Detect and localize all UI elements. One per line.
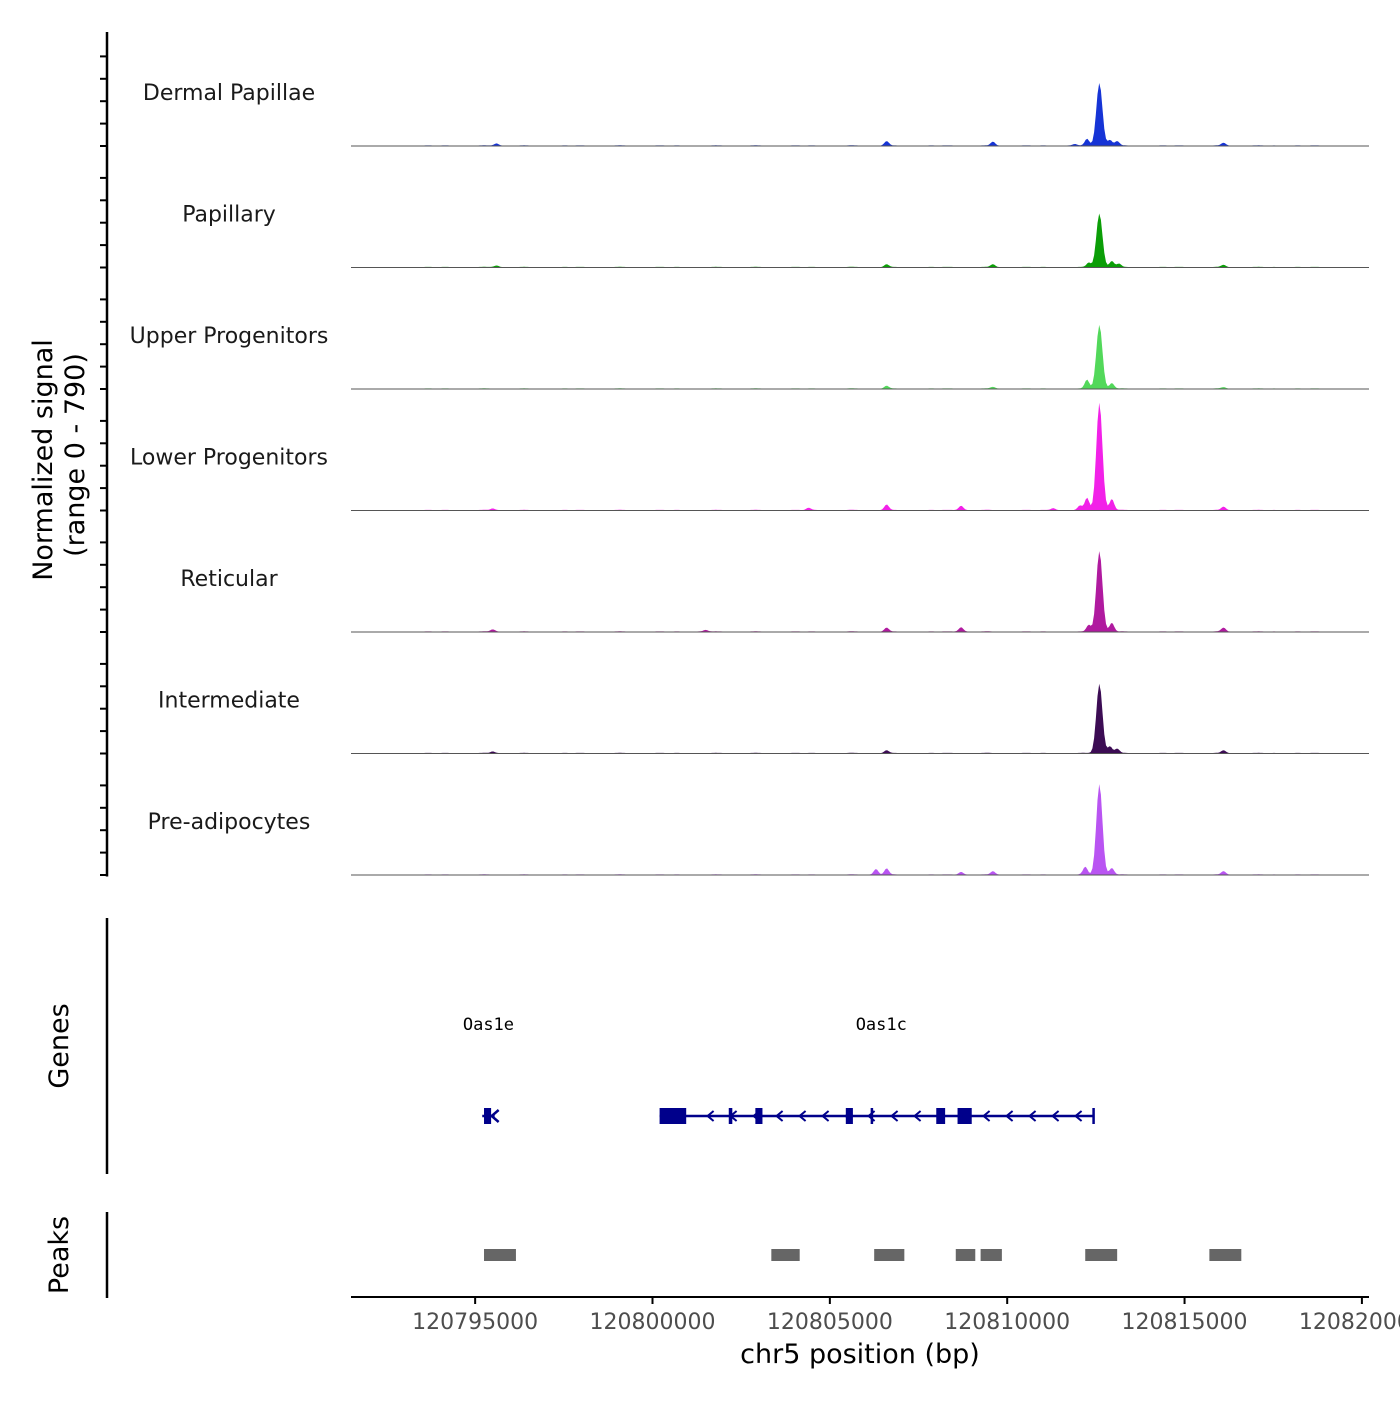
peaks-panel-label: Peaks xyxy=(44,1216,75,1294)
track-label: Papillary xyxy=(182,203,276,228)
strand-arrow xyxy=(706,1110,715,1122)
x-tick-label: 120800000 xyxy=(590,1310,716,1335)
gene-exon xyxy=(484,1108,492,1124)
strand-arrow xyxy=(729,1110,738,1122)
track-papillary: Papillary xyxy=(182,203,1369,268)
x-tick-label: 120820000 xyxy=(1299,1310,1400,1335)
strand-arrow xyxy=(936,1110,945,1122)
gene-exon xyxy=(845,1108,853,1124)
signal-y-axis xyxy=(100,32,109,877)
y-axis-title: Normalized signal xyxy=(28,339,59,581)
strand-arrow xyxy=(890,1110,899,1122)
x-axis-ticks: 120795000 120800000 120805000 120810000 1208… xyxy=(412,1297,1400,1335)
strand-arrow xyxy=(1074,1110,1083,1122)
strand-arrow xyxy=(844,1110,853,1122)
x-tick-label: 120810000 xyxy=(944,1310,1070,1335)
track-label: Pre-adipocytes xyxy=(148,810,311,835)
strand-arrow xyxy=(1005,1110,1014,1122)
track-lower-progenitors: Lower Progenitors xyxy=(130,402,1369,511)
x-tick-label: 120805000 xyxy=(767,1310,893,1335)
signal-area xyxy=(351,213,1369,268)
x-axis-title: chr5 position (bp) xyxy=(740,1339,980,1370)
gene-exon xyxy=(755,1108,763,1124)
track-dermal-papillae: Dermal Papillae xyxy=(143,81,1369,147)
strand-arrow xyxy=(1028,1110,1037,1122)
track-label: Dermal Papillae xyxy=(143,81,315,106)
peak-region xyxy=(955,1249,976,1261)
gene-exon xyxy=(1092,1108,1095,1124)
peak-region xyxy=(484,1249,516,1261)
gene-exon xyxy=(957,1108,972,1124)
gene-oas1c: Oas1c xyxy=(659,1015,1095,1124)
x-tick-label: 120815000 xyxy=(1122,1310,1248,1335)
gene-annotations: Oas1e Oas1c xyxy=(463,1015,1095,1124)
track-label: Reticular xyxy=(180,567,278,592)
signal-tracks: Dermal Papillae Papillary Upper Progenitor… xyxy=(130,81,1369,876)
strand-arrow xyxy=(867,1110,876,1122)
track-reticular: Reticular xyxy=(180,551,1369,633)
gene-name-label: Oas1e xyxy=(463,1015,514,1035)
peak-region xyxy=(1209,1249,1242,1261)
track-upper-progenitors: Upper Progenitors xyxy=(130,324,1369,390)
strand-arrow xyxy=(913,1110,922,1122)
strand-arrow xyxy=(775,1110,784,1122)
track-label: Upper Progenitors xyxy=(130,324,329,349)
gene-exon xyxy=(870,1108,874,1124)
gene-oas1e: Oas1e xyxy=(463,1015,514,1124)
x-tick-label: 120795000 xyxy=(412,1310,538,1335)
peak-regions xyxy=(484,1249,1242,1261)
peak-region xyxy=(874,1249,905,1261)
gene-exon xyxy=(659,1108,687,1124)
peak-region xyxy=(1085,1249,1118,1261)
strand-arrow xyxy=(959,1110,968,1122)
strand-arrow xyxy=(489,1109,500,1123)
strand-arrow xyxy=(752,1110,761,1122)
track-intermediate: Intermediate xyxy=(158,683,1369,754)
signal-area xyxy=(351,683,1369,754)
strand-arrow xyxy=(821,1110,830,1122)
strand-arrow xyxy=(982,1110,991,1122)
y-axis-range: (range 0 - 790) xyxy=(60,353,91,557)
peak-region xyxy=(771,1249,800,1261)
strand-arrow xyxy=(798,1110,807,1122)
track-label: Intermediate xyxy=(158,689,300,714)
signal-area xyxy=(351,784,1369,875)
signal-area xyxy=(351,324,1369,389)
track-label: Lower Progenitors xyxy=(130,446,328,471)
gene-exon xyxy=(936,1108,946,1124)
signal-area xyxy=(351,402,1369,511)
strand-arrow xyxy=(1051,1110,1060,1122)
genes-panel-label: Genes xyxy=(44,1003,75,1088)
gene-name-label: Oas1c xyxy=(856,1015,907,1035)
signal-area xyxy=(351,83,1369,146)
track-pre-adipocytes: Pre-adipocytes xyxy=(148,784,1369,876)
signal-area xyxy=(351,551,1369,632)
peak-region xyxy=(980,1249,1002,1261)
